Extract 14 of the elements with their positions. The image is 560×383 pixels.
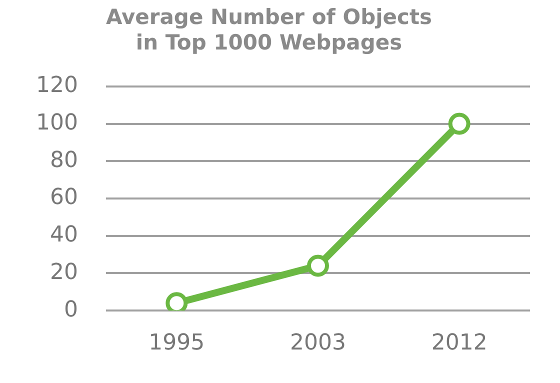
x-tick-label: 2012	[431, 330, 488, 356]
y-tick-label: 0	[64, 297, 78, 322]
y-tick-label: 20	[50, 260, 78, 285]
text: in Top 1000 Webpages	[136, 30, 402, 54]
y-tick-label: 100	[36, 110, 78, 136]
x-tick-label: 1995	[148, 330, 205, 356]
y-tick-label: 120	[36, 73, 78, 98]
point	[448, 112, 470, 135]
point	[306, 254, 329, 277]
text: Average Number of Objects	[106, 5, 432, 30]
y-tick-label: 40	[50, 222, 78, 248]
x-tick-label: 2003	[290, 330, 346, 356]
y-tick-label: 60	[50, 185, 78, 210]
y-tick-label: 80	[50, 148, 78, 173]
